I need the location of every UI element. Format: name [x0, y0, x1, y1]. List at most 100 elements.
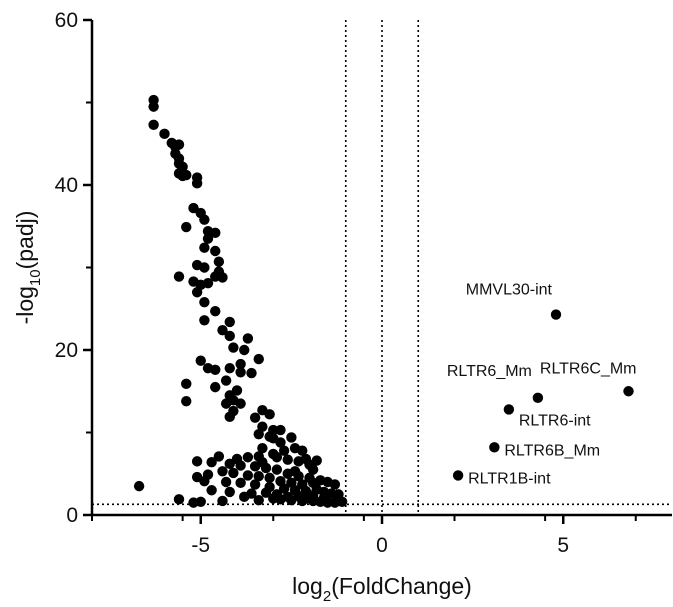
data-point — [173, 271, 185, 282]
data-point — [307, 464, 319, 475]
labeled-data-point — [452, 470, 464, 481]
data-point — [336, 496, 348, 507]
data-point — [199, 296, 210, 308]
data-point — [275, 494, 286, 505]
data-point — [188, 497, 199, 508]
point-label: RLTR6B_Mm — [504, 442, 600, 459]
data-point — [242, 333, 254, 344]
labeled-data-point — [503, 404, 515, 415]
data-point — [260, 487, 272, 498]
data-point — [224, 316, 235, 328]
point-label: RLTR6_Mm — [447, 363, 532, 380]
data-point — [210, 364, 221, 375]
data-point — [235, 367, 246, 378]
y-tick-label: 20 — [55, 339, 78, 362]
labeled-data-point — [532, 392, 544, 404]
data-point — [206, 457, 217, 468]
data-point — [228, 467, 239, 479]
data-point — [217, 272, 228, 283]
data-point — [206, 485, 217, 496]
x-tick-label: 5 — [557, 534, 569, 557]
labeled-data-point — [489, 442, 500, 453]
data-point — [217, 325, 228, 336]
data-point — [264, 409, 275, 420]
y-tick-label: 60 — [55, 9, 78, 32]
data-point — [210, 381, 221, 393]
data-point — [297, 445, 308, 456]
data-point — [199, 214, 210, 225]
data-point — [224, 330, 235, 342]
data-point — [199, 242, 210, 253]
data-point — [264, 472, 275, 484]
data-point — [217, 495, 228, 507]
data-point — [257, 457, 268, 468]
data-point — [278, 445, 290, 456]
data-point — [210, 306, 221, 317]
data-point — [191, 178, 203, 189]
data-point — [195, 355, 206, 366]
data-point — [286, 494, 297, 506]
data-point — [282, 468, 293, 479]
data-point — [202, 233, 214, 244]
data-point — [228, 342, 239, 353]
x-axis-title: log2(FoldChange) — [292, 573, 472, 605]
data-point — [300, 493, 312, 504]
y-tick-label: 0 — [66, 504, 78, 527]
data-point — [220, 476, 232, 488]
data-point — [253, 428, 264, 440]
data-point — [220, 398, 232, 409]
data-point — [220, 375, 232, 386]
data-point — [318, 492, 330, 503]
data-point — [148, 101, 159, 112]
data-point — [246, 367, 257, 379]
labeled-data-point — [550, 309, 562, 320]
data-point — [278, 483, 290, 494]
data-point — [293, 471, 304, 482]
data-point — [329, 479, 341, 490]
data-point — [191, 287, 203, 298]
point-label: RLTR6-int — [519, 412, 591, 429]
y-axis-title-subscript: 10 — [27, 269, 44, 286]
point-label: MMVL30-int — [466, 282, 553, 299]
data-point — [253, 471, 264, 482]
y-axis-title-rest: (padj) — [12, 211, 38, 270]
data-point — [133, 480, 145, 492]
data-point — [253, 494, 264, 506]
reference-lines — [92, 20, 672, 515]
labeled-data-point — [623, 386, 634, 397]
data-point — [257, 442, 268, 454]
data-point — [286, 432, 297, 443]
data-point — [210, 227, 221, 239]
data-point — [275, 437, 286, 448]
point-labels: MMVL30-int RLTR6C_Mm RLTR6_Mm RLTR6-int RLTR… — [447, 282, 637, 488]
data-point — [224, 362, 235, 374]
data-point — [213, 451, 225, 462]
data-points — [133, 94, 634, 508]
data-point — [173, 494, 185, 505]
data-point — [224, 458, 235, 470]
data-point — [224, 411, 235, 423]
data-point — [181, 221, 192, 233]
data-point — [199, 315, 210, 326]
data-point — [173, 139, 185, 150]
data-point — [249, 412, 261, 423]
data-point — [253, 353, 264, 365]
data-point — [271, 464, 283, 475]
data-point — [249, 479, 261, 490]
data-point — [217, 466, 228, 477]
x-tick-label: -5 — [191, 534, 210, 557]
point-label: RLTR1B-int — [468, 470, 551, 487]
y-axis-title-base: -log — [12, 286, 38, 324]
data-point — [213, 256, 225, 267]
data-point — [242, 452, 254, 463]
data-point — [148, 119, 159, 130]
axis-ticks: -5 0 5 0 20 40 60 — [55, 9, 637, 557]
data-point — [191, 456, 203, 467]
data-point — [242, 470, 254, 481]
point-label: RLTR6C_Mm — [540, 360, 637, 377]
x-tick-label: 0 — [376, 534, 388, 557]
data-point — [235, 398, 246, 409]
data-point — [159, 128, 170, 140]
data-point — [199, 262, 210, 273]
data-point — [202, 277, 214, 289]
